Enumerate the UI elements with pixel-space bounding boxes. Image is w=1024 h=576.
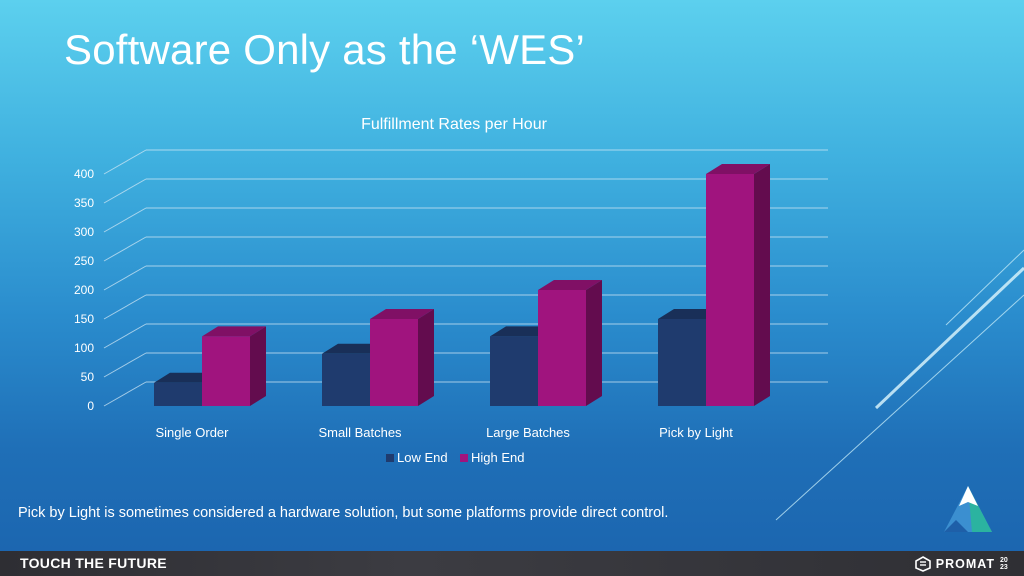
brand-name: PROMAT [935, 557, 995, 571]
bar-front [154, 382, 202, 406]
y-tick-label: 250 [74, 254, 94, 268]
bar [370, 309, 434, 406]
footer-slogan: TOUCH THE FUTURE [20, 555, 167, 571]
bar [706, 164, 770, 406]
legend-swatch [386, 454, 394, 462]
bar-front [490, 336, 538, 406]
bar-side [586, 280, 602, 406]
gridline-depth [103, 352, 147, 378]
bar-top [370, 309, 434, 319]
x-tick-label: Small Batches [318, 425, 402, 440]
bar-front [370, 319, 418, 406]
bar-side [418, 309, 434, 406]
footer-bar: TOUCH THE FUTURE PROMAT 20 23 [0, 551, 1024, 576]
bar-top [538, 280, 602, 290]
gridline-depth [103, 207, 147, 233]
legend-swatch [460, 454, 468, 462]
slide-title: Software Only as the ‘WES’ [64, 26, 586, 73]
gridline-depth [103, 265, 147, 291]
bar-front [202, 336, 250, 406]
x-axis-labels: Single Order Small Batches Large Batches Pi… [156, 425, 734, 440]
promat-mark-icon [914, 556, 931, 572]
legend-label: Low End [397, 450, 448, 465]
legend: Low End High End [386, 450, 524, 465]
x-tick-label: Pick by Light [659, 425, 733, 440]
bar-front [658, 319, 706, 406]
bar-front [706, 174, 754, 406]
gridline-depth [103, 294, 147, 320]
bar-front [538, 290, 586, 406]
gridline-depth [103, 236, 147, 262]
bar-chart: Fulfillment Rates per Hour 0 50 100 150 200 2… [74, 116, 828, 465]
chart-title: Fulfillment Rates per Hour [361, 116, 548, 133]
gridline-depth [103, 323, 147, 349]
promat-logo: PROMAT 20 23 [914, 554, 1012, 574]
bar-side [754, 164, 770, 406]
bar [538, 280, 602, 406]
bar [202, 326, 266, 406]
bar-top [202, 326, 266, 337]
y-tick-label: 400 [74, 167, 94, 181]
gridline-depth [103, 381, 147, 407]
gridline-depth [103, 149, 147, 175]
y-axis-ticks: 0 50 100 150 200 250 300 350 400 [74, 167, 94, 413]
y-tick-label: 100 [74, 341, 94, 355]
bar-side [250, 326, 266, 406]
y-tick-label: 350 [74, 196, 94, 210]
y-tick-label: 300 [74, 225, 94, 239]
bars [154, 164, 770, 406]
bar-front [322, 353, 370, 406]
brand-year: 20 23 [1000, 557, 1008, 571]
slide-caption: Pick by Light is sometimes considered a … [18, 505, 669, 521]
y-tick-label: 150 [74, 312, 94, 326]
x-tick-label: Large Batches [486, 425, 570, 440]
bar-top [706, 164, 770, 174]
mountain-logo-icon [944, 486, 992, 532]
legend-label: High End [471, 450, 524, 465]
y-tick-label: 0 [87, 399, 94, 413]
x-tick-label: Single Order [156, 425, 230, 440]
y-tick-label: 50 [81, 370, 95, 384]
gridline-depth [103, 178, 147, 204]
y-tick-label: 200 [74, 283, 94, 297]
